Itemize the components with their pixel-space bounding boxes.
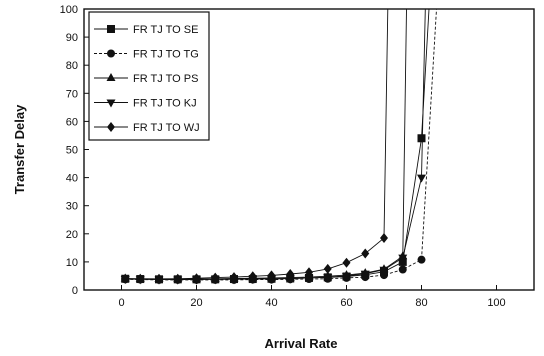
x-tick-label: 20: [190, 297, 202, 309]
data-point: [248, 271, 257, 282]
legend-marker: [106, 73, 116, 81]
data-point: [286, 268, 295, 279]
data-point: [398, 254, 408, 263]
series-5: [121, 9, 389, 284]
data-point: [417, 255, 426, 264]
y-tick-label: 30: [66, 201, 78, 213]
series-line: [125, 9, 389, 280]
legend-label: FR TJ TO WJ: [133, 122, 200, 134]
y-tick-label: 80: [66, 60, 78, 72]
x-axis-title: Arrival Rate: [265, 336, 338, 351]
y-tick-label: 0: [72, 285, 78, 297]
data-point: [323, 274, 333, 283]
data-point: [305, 267, 313, 278]
data-point: [342, 257, 351, 268]
data-point: [211, 272, 220, 283]
legend-label: FR TJ TO PS: [133, 73, 198, 85]
x-tick-label: 0: [118, 297, 124, 309]
legend-label: FR TJ TO SE: [133, 24, 198, 36]
data-point: [155, 273, 163, 284]
data-point: [285, 275, 295, 284]
legend: FR TJ TO SE FR TJ TO TG FR TJ TO PS FR TJ T…: [88, 11, 210, 141]
y-tick-label: 10: [66, 257, 78, 269]
legend-marker: [107, 25, 115, 33]
y-tick-label: 100: [60, 4, 78, 16]
series-layer: [120, 9, 437, 285]
legend-marker: [107, 122, 115, 132]
data-point: [323, 263, 332, 274]
legend-item: FR TJ TO PS: [94, 73, 198, 85]
data-point: [380, 233, 388, 244]
y-tick-label: 90: [66, 32, 78, 44]
data-point: [342, 272, 351, 281]
legend-item: FR TJ TO WJ: [94, 122, 200, 134]
data-point: [379, 266, 389, 275]
x-tick-label: 100: [487, 297, 505, 309]
x-tick-label: 40: [265, 297, 277, 309]
legend-item: FR TJ TO SE: [94, 24, 198, 36]
data-point: [361, 248, 370, 259]
data-point: [398, 265, 407, 274]
data-point: [380, 271, 388, 280]
legend-label: FR TJ TO KJ: [133, 98, 197, 110]
axes: [83, 8, 535, 291]
data-point: [417, 174, 426, 183]
y-tick-label: 50: [66, 145, 78, 157]
legend-item: FR TJ TO TG: [94, 49, 199, 61]
data-point: [192, 273, 201, 284]
data-point: [121, 273, 130, 284]
data-point: [304, 274, 314, 283]
y-tick-label: 60: [66, 116, 78, 128]
x-tick-label: 60: [340, 297, 352, 309]
y-axis-title: Transfer Delay: [12, 104, 27, 194]
data-point: [136, 273, 145, 284]
legend-box: [88, 11, 210, 141]
legend-marker: [107, 49, 115, 58]
data-point: [417, 134, 426, 143]
legend-label: FR TJ TO TG: [133, 49, 199, 61]
data-point: [230, 272, 238, 283]
y-tick-label: 20: [66, 229, 78, 241]
x-tick-label: 80: [415, 297, 427, 309]
legend-item: FR TJ TO KJ: [94, 98, 197, 110]
data-point: [173, 273, 182, 284]
y-tick-label: 70: [66, 88, 78, 100]
legend-marker: [106, 99, 116, 108]
tick-labels: 0 10 20 30 40 50 60 70 80 90 100 0 20 40 60 80 100: [60, 4, 506, 309]
data-point: [360, 270, 370, 279]
y-tick-label: 40: [66, 173, 78, 185]
data-point: [267, 270, 276, 281]
